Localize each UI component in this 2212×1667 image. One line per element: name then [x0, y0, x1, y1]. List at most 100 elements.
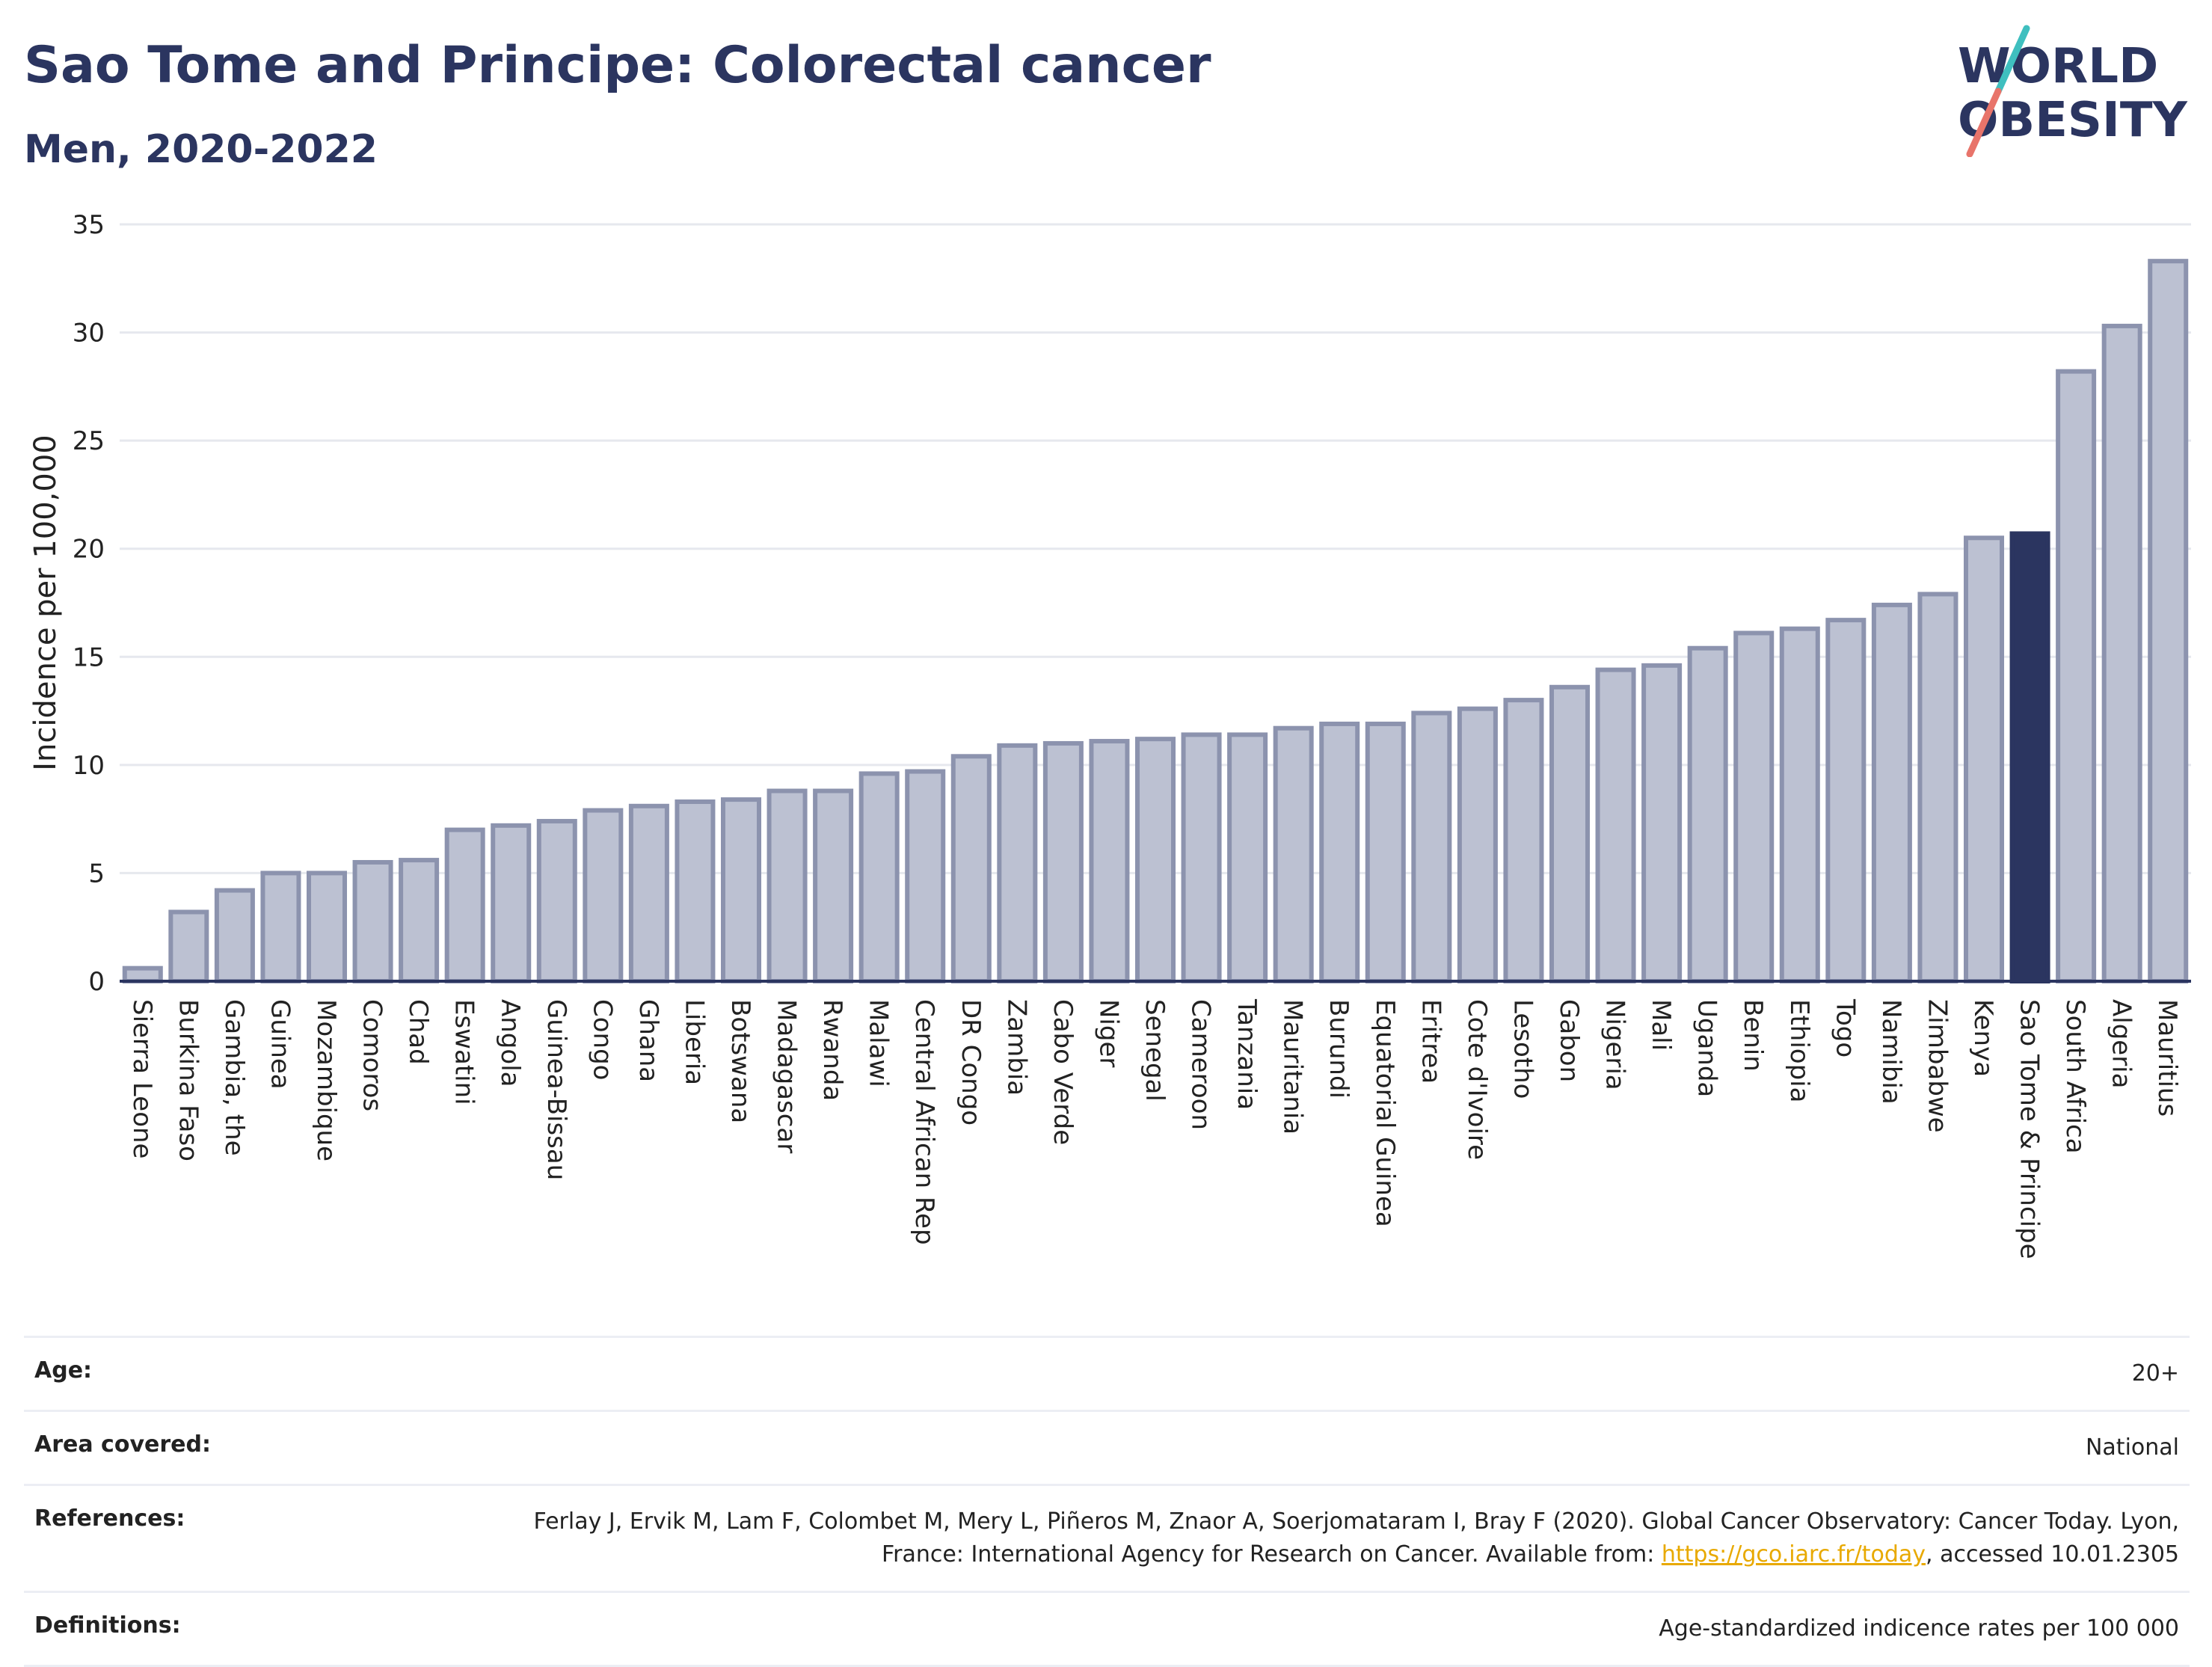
bar [122, 965, 163, 984]
x-tick-label: Rwanda [817, 999, 847, 1101]
bar [2148, 259, 2189, 983]
bar [675, 799, 716, 983]
bar [950, 754, 992, 983]
x-tick-label: Comoros [357, 999, 387, 1111]
x-tick-label: Benin [1738, 999, 1768, 1072]
y-axis-label: Incidence per 100,000 [28, 435, 63, 771]
x-tick-label: Liberia [679, 999, 709, 1085]
bar [1227, 732, 1268, 983]
bars [122, 259, 2189, 984]
bar [1503, 698, 1544, 983]
info-row-age: Age: 20+ [24, 1336, 2190, 1410]
bar-chart: 0 5 10 15 20 25 30 35 Sierra Leone Burkina Faso Ga… [28, 210, 2191, 1259]
bar [168, 909, 209, 984]
y-tick-label: 0 [88, 967, 105, 997]
area-value: National [2085, 1434, 2179, 1461]
info-table: Age: 20+ Area covered: National Referenc… [24, 1336, 2190, 1667]
x-tick-label: Nigeria [1600, 999, 1630, 1090]
chart-title: Sao Tome and Principe: Colorectal cancer [24, 36, 1211, 95]
bar [1089, 739, 1130, 984]
x-tick-label: Guinea [265, 999, 295, 1090]
x-tick-label: Burundi [1324, 999, 1354, 1099]
bar [1871, 602, 1912, 983]
axes: 0 5 10 15 20 25 30 35 Sierra Leone Burkina Faso Ga… [73, 210, 2191, 1259]
x-tick-label: Cabo Verde [1048, 999, 1078, 1145]
x-tick-label: Togo [1830, 998, 1860, 1057]
bar [1917, 592, 1958, 983]
definitions-value: Age-standardized indicence rates per 100… [1659, 1615, 2179, 1642]
area-label: Area covered: [34, 1431, 211, 1458]
y-tick-label: 20 [73, 535, 105, 565]
bar [720, 797, 762, 983]
x-tick-label: Central African Rep [909, 999, 939, 1245]
info-row-definitions: Definitions: Age-standardized indicence … [24, 1591, 2190, 1667]
x-tick-label: Uganda [1692, 999, 1722, 1097]
y-tick-label: 35 [73, 210, 105, 240]
bar [1641, 663, 1683, 983]
chart-subtitle: Men, 2020-2022 [24, 127, 378, 172]
bar [352, 859, 393, 983]
x-tick-label: Equatorial Guinea [1370, 999, 1400, 1227]
references-suffix: , accessed 10.01.2305 [1926, 1541, 2179, 1568]
x-tick-label: Botswana [725, 999, 755, 1123]
x-tick-label: Cote d'Ivoire [1462, 999, 1492, 1160]
x-tick-label: Zambia [1001, 999, 1031, 1096]
bar [444, 827, 485, 983]
x-tick-label: Sao Tome & Principe [2015, 999, 2044, 1259]
references-value: Ferlay J, Ervik M, Lam F, Colombet M, Me… [459, 1505, 2179, 1571]
bar [1733, 630, 1775, 983]
x-tick-label: Mauritania [1278, 999, 1308, 1135]
bar [1779, 626, 1820, 983]
definitions-label: Definitions: [34, 1612, 181, 1639]
bar [306, 871, 348, 984]
bar [1042, 740, 1084, 983]
info-row-references: References: Ferlay J, Ervik M, Lam F, Co… [24, 1484, 2190, 1591]
bar [1319, 721, 1360, 983]
age-label: Age: [34, 1357, 93, 1384]
logo-teal-stroke [1994, 25, 2030, 95]
logo-text-world: WORLD [1958, 39, 2158, 94]
x-tick-label: DR Congo [956, 999, 986, 1126]
bar [1457, 706, 1498, 983]
x-tick-label: Gabon [1554, 999, 1584, 1082]
bar [1273, 725, 1314, 984]
bar [858, 771, 900, 983]
world-obesity-logo: WORLD OBESITY [1958, 25, 2187, 157]
x-tick-label: Angola [495, 999, 525, 1087]
bar [813, 788, 854, 983]
bar [1134, 737, 1176, 983]
bar [1549, 684, 1591, 983]
bar [2101, 323, 2142, 983]
bar [1963, 535, 2005, 983]
references-label: References: [34, 1505, 185, 1532]
bar [536, 819, 577, 984]
x-tick-label: Ethiopia [1784, 999, 1814, 1102]
bar [766, 788, 808, 983]
bar [905, 769, 946, 983]
references-link[interactable]: https://gco.iarc.fr/today [1661, 1541, 1926, 1568]
x-tick-label: Ghana [633, 999, 663, 1082]
x-tick-label: Mozambique [311, 999, 341, 1161]
x-tick-label: Gambia, the [219, 999, 249, 1156]
y-tick-label: 30 [73, 319, 105, 349]
references-text: Ferlay J, Ervik M, Lam F, Colombet M, Me… [533, 1508, 2179, 1568]
bar [628, 803, 669, 984]
x-tick-label: Burkina Faso [173, 999, 203, 1161]
x-tick-label: Algeria [2107, 999, 2136, 1088]
x-tick-label: Mauritius [2152, 999, 2182, 1117]
y-tick-label: 25 [73, 426, 105, 456]
bar [1595, 667, 1636, 983]
x-tick-label: Niger [1093, 999, 1123, 1067]
logo-coral-stroke [1966, 88, 2002, 157]
x-tick-label: Zimbabwe [1922, 999, 1952, 1133]
bar [1411, 710, 1452, 983]
x-tick-label: Eritrea [1416, 999, 1446, 1084]
bar [491, 823, 532, 983]
info-row-area: Area covered: National [24, 1410, 2190, 1484]
bar [1687, 645, 1728, 983]
bar [214, 888, 255, 983]
bar [2009, 531, 2050, 983]
x-tick-label: South Africa [2060, 999, 2090, 1154]
bar [260, 871, 301, 984]
age-value: 20+ [2131, 1360, 2179, 1387]
